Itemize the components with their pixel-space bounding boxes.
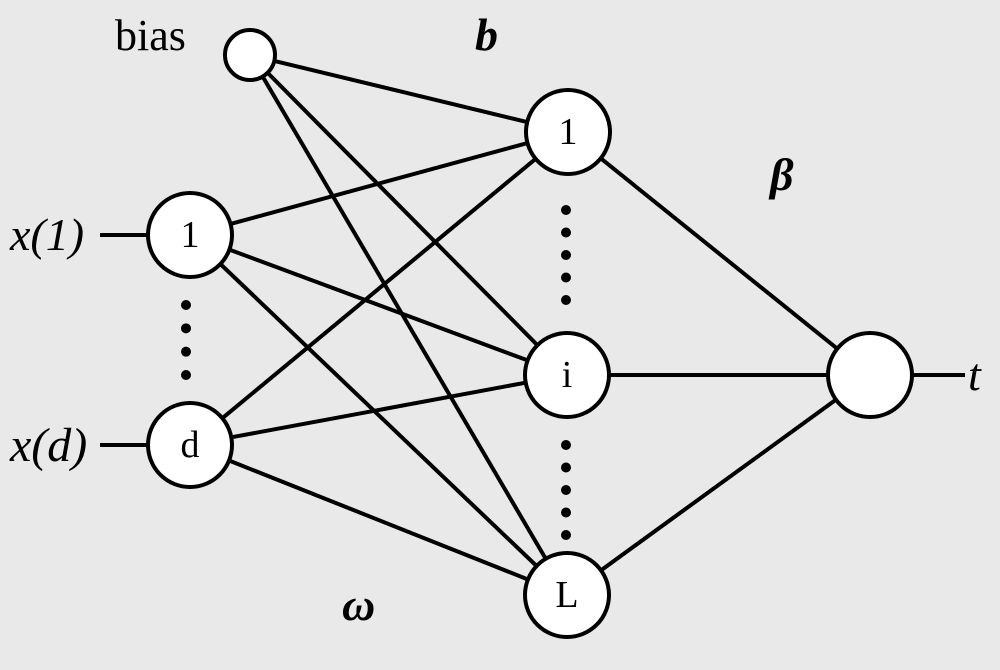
edge-hid_L-out — [601, 400, 836, 571]
label-x1: x(1) — [9, 209, 84, 260]
node-label-in_1: 1 — [181, 214, 200, 256]
vdots-dot — [181, 323, 191, 333]
vdots-dot — [181, 347, 191, 357]
label-xd: x(d) — [9, 419, 87, 472]
node-label-hid_1: 1 — [559, 111, 578, 153]
label-omega: ω — [342, 579, 375, 630]
label-bias_text: bias — [115, 11, 186, 60]
vdots-dot — [561, 295, 571, 305]
edge-in_d-hid_i — [231, 383, 525, 438]
label-t: t — [968, 349, 982, 400]
node-bias — [225, 30, 275, 80]
node-label-in_d: d — [181, 424, 200, 466]
node-out — [828, 333, 912, 417]
labels-layer: bias b β ω x(1) x(d) t — [9, 9, 982, 630]
nodes-layer: 1 d 1 i L — [148, 30, 912, 637]
vdots-dot — [561, 273, 571, 283]
neural-network-diagram: 1 d 1 i L bias b β ω x(1) x(d) t — [0, 0, 1000, 670]
vdots-dot — [561, 250, 571, 260]
edge-in_1-hid_1 — [231, 143, 528, 224]
vdots-dot — [561, 228, 571, 238]
node-label-hid_L: L — [555, 574, 578, 616]
edge-hid_1-out — [601, 158, 838, 348]
edge-in_d-hid_L — [229, 461, 528, 580]
vdots-dot — [561, 440, 571, 450]
node-label-hid_i: i — [562, 354, 573, 396]
label-b: b — [475, 9, 498, 60]
edge-bias-hid_1 — [274, 61, 527, 122]
vdots-dot — [561, 508, 571, 518]
edge-in_d-hid_1 — [222, 159, 535, 418]
vdots-dot — [561, 205, 571, 215]
label-beta: β — [768, 149, 794, 200]
vdots-dot — [561, 530, 571, 540]
edge-in_1-hid_i — [229, 250, 527, 361]
vdots-dot — [561, 485, 571, 495]
vdots-dot — [181, 370, 191, 380]
vdots-dot — [561, 463, 571, 473]
vdots-dot — [181, 300, 191, 310]
